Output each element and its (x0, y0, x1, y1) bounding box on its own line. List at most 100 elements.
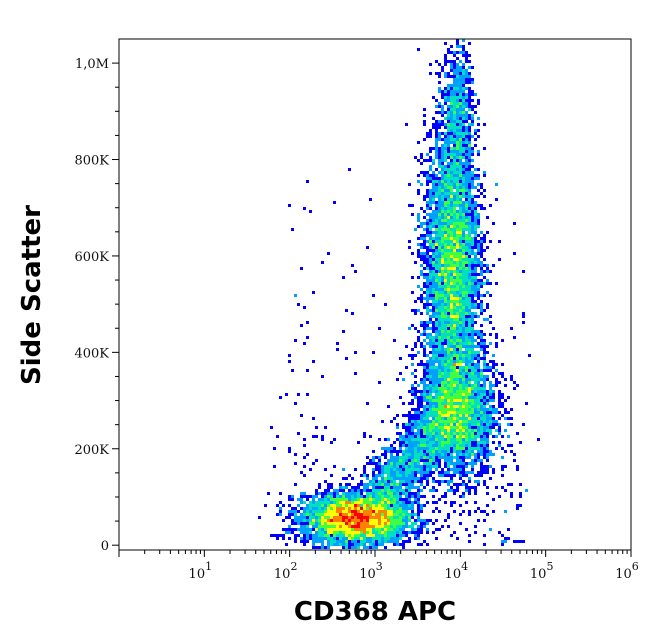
density-point (453, 261, 456, 264)
density-point (441, 474, 444, 477)
density-point (477, 213, 480, 216)
density-point (324, 504, 327, 507)
density-point (465, 417, 468, 420)
density-point (438, 207, 441, 210)
density-point (399, 447, 402, 450)
density-point (432, 354, 435, 357)
density-point (384, 477, 387, 480)
density-point (390, 483, 393, 486)
density-point (480, 450, 483, 453)
density-point (447, 249, 450, 252)
density-point (429, 453, 432, 456)
density-point (429, 462, 432, 465)
density-point (474, 270, 477, 273)
density-point (453, 288, 456, 291)
density-point (306, 369, 309, 372)
density-point (456, 57, 459, 60)
density-point (492, 222, 495, 225)
density-point (471, 270, 474, 273)
density-point (396, 462, 399, 465)
density-point (432, 123, 435, 126)
density-point (348, 489, 351, 492)
density-point (315, 537, 318, 540)
density-point (444, 462, 447, 465)
density-point (474, 411, 477, 414)
density-point (513, 453, 516, 456)
density-point (324, 546, 327, 549)
density-point (459, 381, 462, 384)
density-point (474, 144, 477, 147)
density-point (438, 126, 441, 129)
density-point (435, 423, 438, 426)
density-point (390, 522, 393, 525)
density-point (477, 378, 480, 381)
density-point (450, 375, 453, 378)
density-point (432, 288, 435, 291)
density-point (333, 531, 336, 534)
density-point (459, 378, 462, 381)
density-point (453, 345, 456, 348)
density-point (294, 510, 297, 513)
density-point (429, 405, 432, 408)
density-point (441, 369, 444, 372)
density-point (480, 282, 483, 285)
density-point (363, 525, 366, 528)
density-point (426, 183, 429, 186)
density-point (432, 279, 435, 282)
density-point (435, 324, 438, 327)
density-point (351, 507, 354, 510)
density-point (441, 270, 444, 273)
density-point (489, 477, 492, 480)
density-point (453, 462, 456, 465)
density-point (369, 546, 372, 549)
density-point (459, 300, 462, 303)
density-point (453, 423, 456, 426)
density-point (414, 426, 417, 429)
density-point (453, 150, 456, 153)
density-point (459, 384, 462, 387)
density-point (399, 534, 402, 537)
density-point (489, 381, 492, 384)
density-point (468, 228, 471, 231)
density-point (417, 408, 420, 411)
density-point (363, 483, 366, 486)
density-point (468, 180, 471, 183)
density-point (438, 186, 441, 189)
density-point (468, 315, 471, 318)
density-point (411, 480, 414, 483)
density-point (444, 54, 447, 57)
density-point (441, 330, 444, 333)
density-point (447, 270, 450, 273)
density-point (459, 234, 462, 237)
density-point (459, 96, 462, 99)
density-point (456, 222, 459, 225)
density-point (468, 435, 471, 438)
density-point (318, 534, 321, 537)
density-point (501, 375, 504, 378)
density-point (441, 408, 444, 411)
density-point (315, 507, 318, 510)
density-point (474, 408, 477, 411)
density-point (309, 501, 312, 504)
density-point (399, 462, 402, 465)
density-point (354, 495, 357, 498)
density-point (420, 489, 423, 492)
density-point (447, 48, 450, 51)
density-point (357, 498, 360, 501)
density-point (429, 255, 432, 258)
density-point (384, 495, 387, 498)
density-point (426, 342, 429, 345)
density-point (489, 465, 492, 468)
density-point (417, 243, 420, 246)
density-point (471, 441, 474, 444)
density-point (375, 537, 378, 540)
density-point (315, 522, 318, 525)
density-point (414, 528, 417, 531)
density-point (390, 486, 393, 489)
density-point (483, 318, 486, 321)
density-point (447, 162, 450, 165)
density-point (459, 69, 462, 72)
density-point (465, 267, 468, 270)
density-point (372, 543, 375, 546)
density-point (435, 528, 438, 531)
